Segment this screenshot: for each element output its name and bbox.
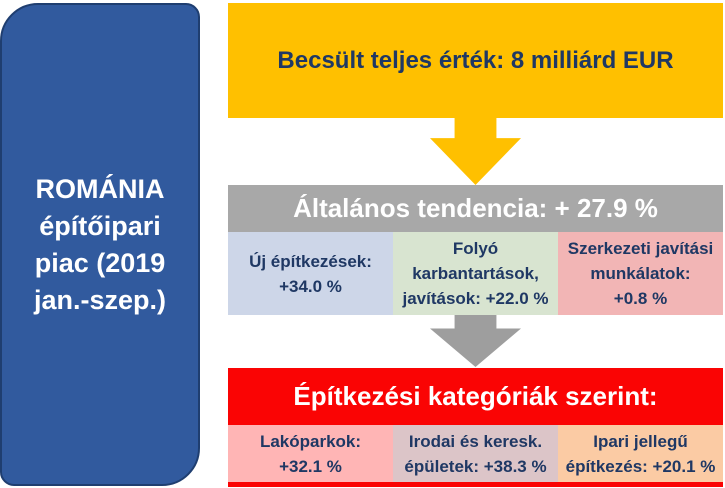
trend-cell-line: Folyó (452, 239, 499, 258)
category-cell-residential: Lakóparkok: +32.1 % (228, 425, 393, 482)
category-cell-line: épületek: +38.3 % (404, 456, 547, 476)
category-cell-line: Irodai és keresk. (408, 431, 543, 451)
trend-cell-maintenance: Folyó karbantartások, javítások: +22.0 % (393, 232, 558, 315)
market-title: ROMÁNIA építőipari piac (2019 jan.-szep.… (34, 171, 166, 319)
down-arrow-icon-value-to-trend (430, 118, 521, 185)
trend-section: Általános tendencia: + 27.9 % Új építkez… (228, 185, 723, 315)
trend-cell-line: Szerkezeti javítási (567, 239, 714, 258)
trend-header: Általános tendencia: + 27.9 % (228, 185, 723, 232)
category-header: Építkezési kategóriák szerint: (293, 381, 658, 411)
market-title-panel: ROMÁNIA építőipari piac (2019 jan.-szep.… (0, 3, 200, 486)
market-title-line: építőipari (39, 210, 161, 241)
down-arrow-icon-trend-to-category (430, 315, 521, 367)
trend-cells-row: Új építkezések: +34.0 % Folyó karbantart… (228, 232, 723, 315)
market-title-line: jan.-szep.) (33, 284, 167, 315)
market-title-line: piac (2019 (34, 247, 166, 278)
category-cell-line: +32.1 % (279, 456, 342, 476)
category-cell-line: Lakóparkok: (259, 431, 362, 451)
trend-cell-line: javítások: +22.0 % (402, 289, 549, 308)
category-cell-industrial: Ipari jellegű építkezés: +20.1 % (558, 425, 723, 482)
trend-cell-line: munkálatok: (590, 264, 691, 283)
category-section: Építkezési kategóriák szerint: Lakóparko… (228, 368, 723, 487)
trend-cell-structural-repair: Szerkezeti javítási munkálatok: +0.8 % (558, 232, 723, 315)
trend-cell-line: +0.8 % (613, 289, 668, 308)
trend-cell-line: +34.0 % (279, 276, 342, 296)
market-title-line: ROMÁNIA (35, 173, 165, 204)
total-value-banner: Becsült teljes érték: 8 milliárd EUR (228, 3, 723, 118)
total-value-label: Becsült teljes érték: 8 milliárd EUR (277, 46, 674, 74)
category-cell-office-commercial: Irodai és keresk. épületek: +38.3 % (393, 425, 558, 482)
trend-cell-new-construction: Új építkezések: +34.0 % (228, 232, 393, 315)
trend-cell-line: karbantartások, (412, 264, 539, 283)
category-cell-line: Ipari jellegű (593, 431, 688, 451)
category-cell-line: építkezés: +20.1 % (565, 456, 716, 476)
category-cells-row: Lakóparkok: +32.1 % Irodai és keresk. ép… (228, 425, 723, 482)
trend-cell-line: Új építkezések: (249, 251, 372, 271)
